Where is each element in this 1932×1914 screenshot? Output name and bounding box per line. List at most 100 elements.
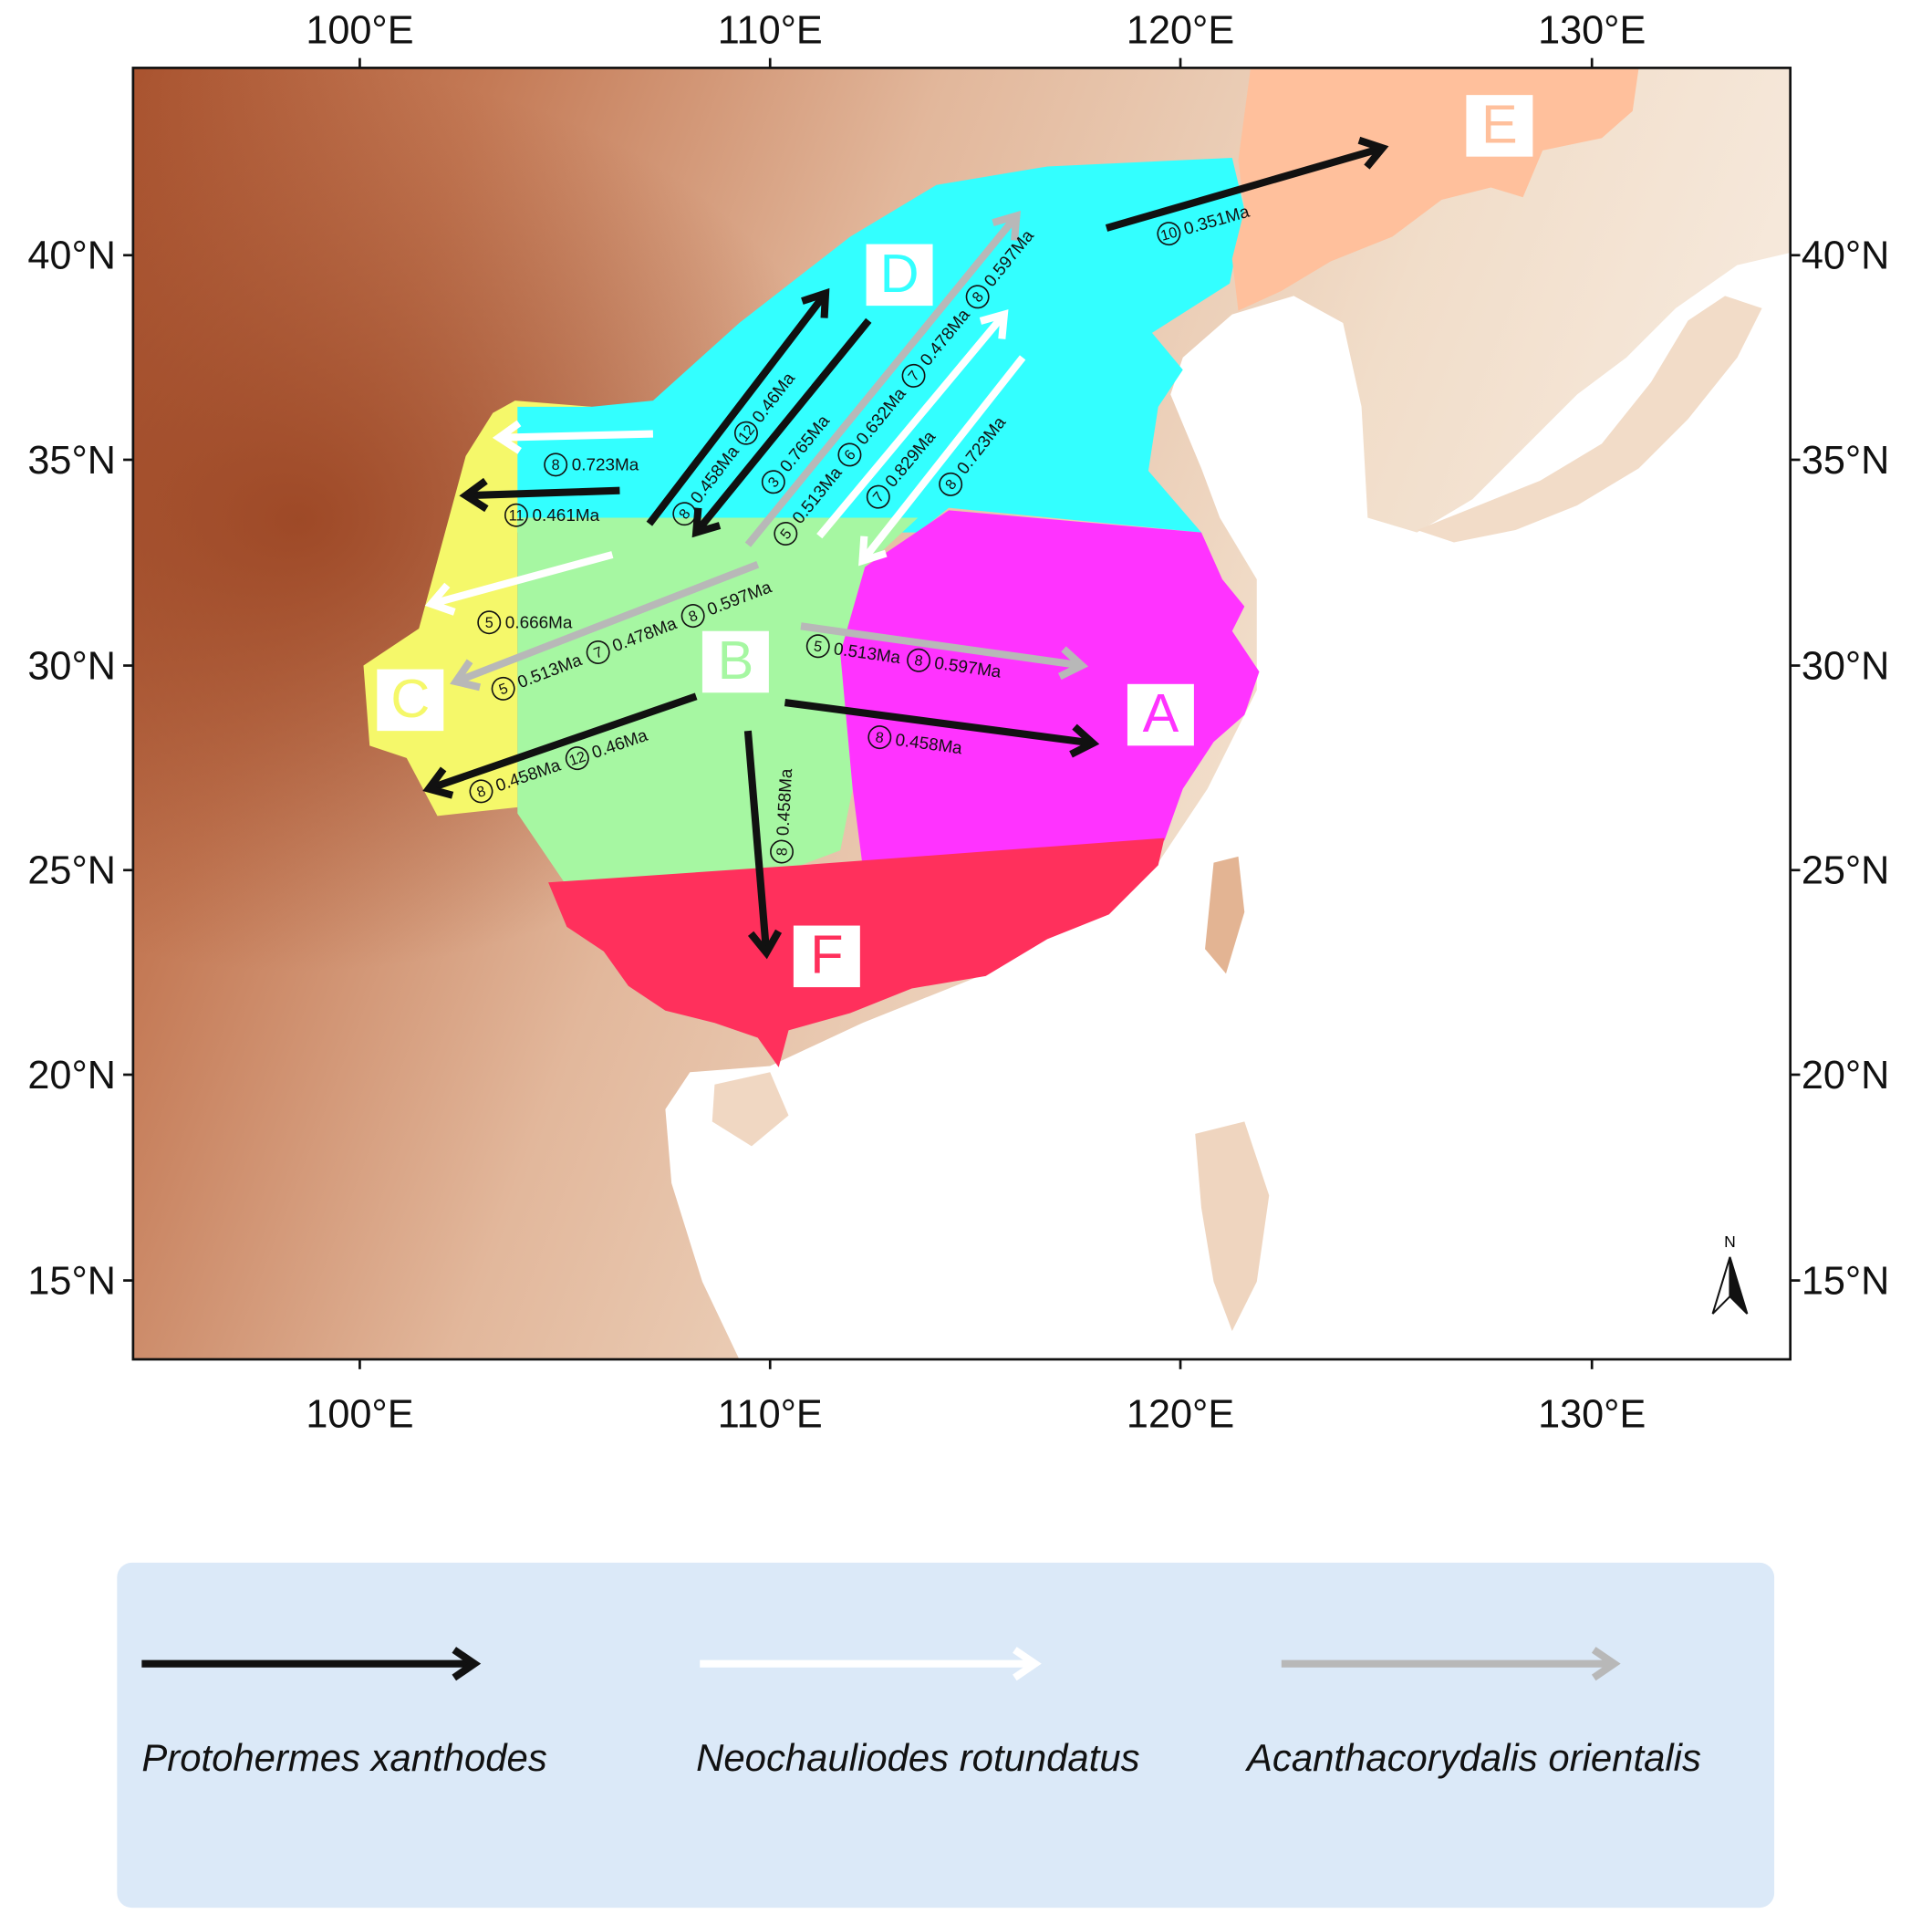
region-label: F xyxy=(810,924,843,985)
event-circle xyxy=(907,648,931,672)
arrow-labels: 11 0.461Ma xyxy=(504,503,600,527)
arrow-head xyxy=(979,309,1009,339)
region-label-box xyxy=(1466,95,1533,157)
event-circle xyxy=(866,484,890,509)
migration-arrow xyxy=(459,477,620,513)
arrow-shaft xyxy=(744,213,1020,547)
region-label-box xyxy=(866,244,933,307)
lat-label: 15°N xyxy=(1802,1259,1890,1303)
hainan xyxy=(712,1072,789,1147)
lat-label: 20°N xyxy=(1802,1054,1890,1097)
migration-arrow xyxy=(744,210,1021,547)
lon-label: 100°E xyxy=(306,1392,413,1436)
event-circle xyxy=(477,610,502,635)
region-B xyxy=(517,517,919,883)
arrow-head xyxy=(492,420,522,454)
lon-label: 120°E xyxy=(1127,8,1234,52)
lat-label: 25°N xyxy=(27,849,116,893)
region-label: D xyxy=(880,243,919,304)
event-circle xyxy=(965,285,990,309)
event-number: 5 xyxy=(813,638,823,655)
arrow-shaft xyxy=(693,317,872,536)
event-circle xyxy=(770,839,794,864)
lat-label: 30°N xyxy=(1802,644,1890,688)
lat-label: 40°N xyxy=(27,234,116,278)
region-label-box xyxy=(793,925,860,988)
lat-label: 40°N xyxy=(1802,234,1890,278)
arrow-labels: 8 0.458Ma xyxy=(770,768,796,864)
arrow-head xyxy=(801,287,830,318)
arrow-shaft xyxy=(816,311,1007,539)
event-circle xyxy=(586,640,610,664)
event-circle xyxy=(867,725,892,750)
region-A xyxy=(840,510,1260,866)
philippines xyxy=(1195,1121,1270,1331)
arrow-head xyxy=(858,536,888,567)
migration-arrow xyxy=(743,730,783,960)
lon-label: 110°E xyxy=(718,1392,823,1436)
arrow-labels: 5 0.666Ma xyxy=(477,610,573,635)
arrow-shaft xyxy=(498,430,654,442)
migration-arrow xyxy=(424,551,614,616)
migration-arrow xyxy=(492,420,654,454)
event-circle xyxy=(565,746,589,771)
event-circle xyxy=(774,522,798,546)
arrow-shaft xyxy=(859,355,1026,564)
event-circle xyxy=(544,452,568,477)
arrow-shaft xyxy=(430,551,614,608)
migration-arrow xyxy=(422,692,698,799)
event-circle xyxy=(837,442,862,467)
event-circle xyxy=(491,676,515,701)
lat-label: 35°N xyxy=(1802,439,1890,483)
arrow-head xyxy=(1057,646,1089,681)
event-circle xyxy=(672,502,697,526)
japan xyxy=(1417,296,1762,543)
arrow-head xyxy=(747,929,783,960)
north-arrow-right xyxy=(1729,1256,1749,1315)
arrow-head xyxy=(450,659,482,692)
arrow-head xyxy=(452,1647,482,1681)
arrow-head xyxy=(1357,136,1389,170)
region-D xyxy=(517,158,1245,533)
event-age: 0.666Ma xyxy=(505,614,573,633)
region-label-box xyxy=(1127,683,1194,746)
lat-label: 15°N xyxy=(27,1259,116,1303)
arrow-labels: 8 0.723Ma xyxy=(544,452,639,477)
event-age: 0.458Ma xyxy=(774,768,796,837)
lat-label: 30°N xyxy=(27,644,116,688)
migration-arrow xyxy=(646,287,830,526)
arrow-head xyxy=(1069,723,1100,758)
taiwan xyxy=(1205,856,1245,974)
arrow-shaft xyxy=(427,692,698,793)
event-circle xyxy=(805,634,830,659)
arrow-head xyxy=(459,477,489,513)
arrow-shaft xyxy=(800,622,1083,670)
migration-arrow xyxy=(450,561,760,692)
region-label: E xyxy=(1481,93,1518,154)
event-circle xyxy=(761,470,785,494)
event-age: 0.461Ma xyxy=(533,506,600,525)
migration-arrow xyxy=(1105,136,1389,232)
arrow-shaft xyxy=(743,730,771,953)
arrow-shaft xyxy=(784,699,1094,747)
event-number: 11 xyxy=(509,507,525,524)
event-circle xyxy=(469,779,493,804)
arrow-head xyxy=(1013,1647,1042,1681)
arrow-shaft xyxy=(465,486,620,500)
legend-label: Protohermes xanthodes xyxy=(141,1736,546,1779)
legend: Protohermes xanthodes Neochauliodes rotun… xyxy=(141,1647,1701,1779)
migration-arrow xyxy=(858,355,1026,567)
north-arrow: N xyxy=(1711,1233,1749,1315)
event-circle xyxy=(504,503,528,527)
event-number: 8 xyxy=(913,652,923,670)
lon-label: 100°E xyxy=(306,8,413,52)
event-age: 0.723Ma xyxy=(572,456,639,475)
arrow-shaft xyxy=(1105,144,1384,232)
map-frame xyxy=(131,67,1792,1361)
migration-arrow xyxy=(816,309,1009,539)
event-number: 8 xyxy=(774,848,790,857)
legend-label: Neochauliodes rotundatus xyxy=(696,1736,1139,1779)
arrow-head xyxy=(691,507,722,538)
